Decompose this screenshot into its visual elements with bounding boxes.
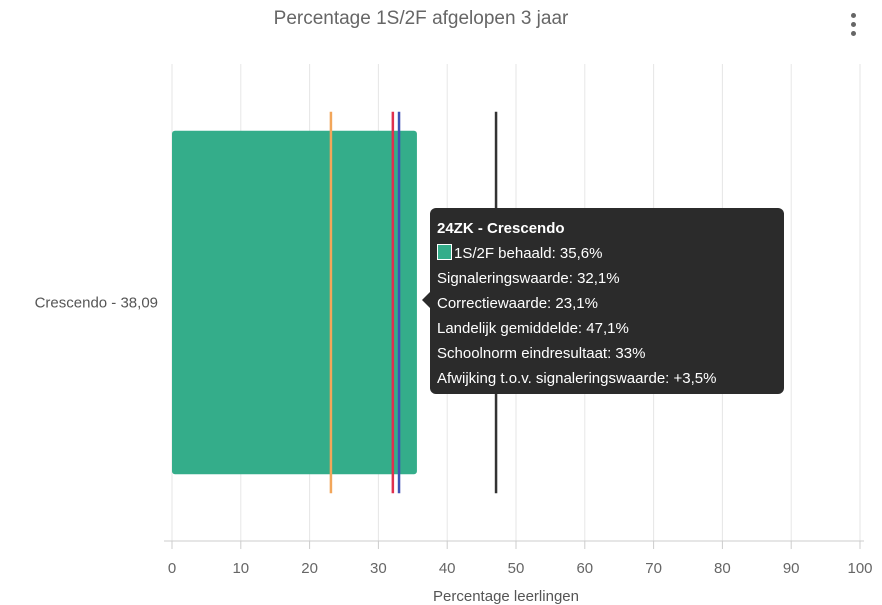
tooltip-title: 24ZK - Crescendo [437, 220, 565, 237]
x-tick-label: 20 [301, 560, 318, 577]
category-label: Crescendo - 38,09 [35, 295, 158, 312]
x-tick-label: 70 [645, 560, 662, 577]
kebab-menu-icon [851, 13, 856, 18]
x-tick-label: 90 [783, 560, 800, 577]
tooltip-line-school-norm: Schoolnorm eindresultaat: 33% [437, 345, 646, 362]
chart-title: Percentage 1S/2F afgelopen 3 jaar [273, 8, 569, 29]
tooltip-line-correction: Correctiewaarde: 23,1% [437, 295, 598, 312]
tooltip-line-deviation: Afwijking t.o.v. signaleringswaarde: +3,… [437, 370, 717, 387]
x-tick-label: 100 [847, 560, 872, 577]
bar[interactable] [172, 130, 417, 475]
bar-group [172, 130, 417, 475]
x-tick-label: 30 [370, 560, 387, 577]
tooltip-line-national-average: Landelijk gemiddelde: 47,1% [437, 320, 629, 337]
x-tick-label: 80 [714, 560, 731, 577]
series-swatch-icon [437, 244, 452, 260]
x-tick-label: 40 [439, 560, 456, 577]
x-tick-label: 0 [168, 560, 176, 577]
x-tick-label: 60 [576, 560, 593, 577]
chart-menu-button[interactable] [840, 10, 868, 40]
tooltip-line-signal: Signaleringswaarde: 32,1% [437, 270, 620, 287]
x-tick-label: 10 [232, 560, 249, 577]
x-axis-title: Percentage leerlingen [433, 588, 579, 605]
axes: 0 10 20 30 40 50 60 70 80 90 100 Percentage leerlin… [35, 295, 873, 605]
x-tick-label: 50 [508, 560, 525, 577]
tooltip-line-achieved: 1S/2F behaald: 35,6% [437, 241, 776, 266]
chart-tooltip: 24ZK - Crescendo 1S/2F behaald: 35,6% Si… [422, 208, 784, 394]
